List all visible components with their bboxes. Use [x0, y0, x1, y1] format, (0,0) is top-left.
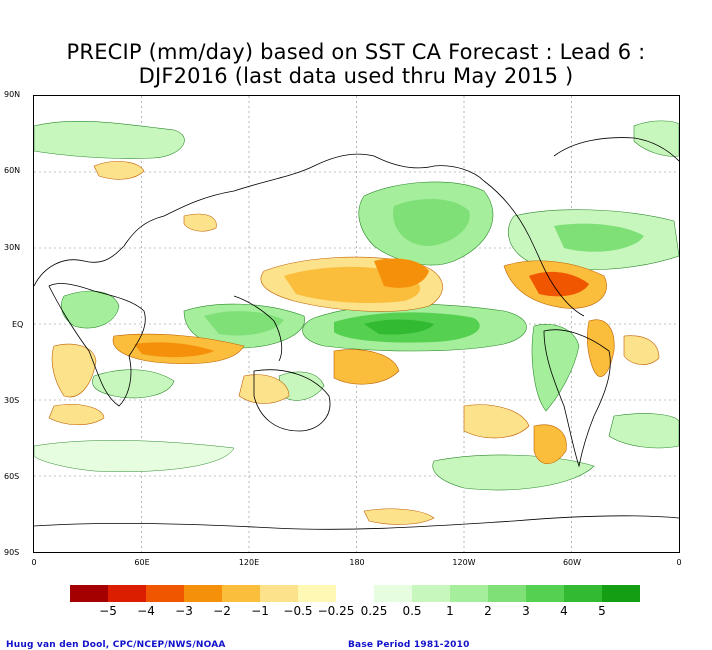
legend-swatch [564, 585, 602, 602]
coastlines [34, 137, 679, 530]
legend-label: 4 [560, 604, 568, 618]
legend-label: 0.5 [402, 604, 422, 618]
lon-label-60w: 60W [562, 558, 582, 567]
legend-label: 1 [446, 604, 454, 618]
legend-label: −4 [137, 604, 155, 618]
legend-swatch [298, 585, 336, 602]
map-title-line2: DJF2016 (last data used thru May 2015 ) [138, 64, 574, 88]
legend-swatch [450, 585, 488, 602]
wet-anomaly-regions [34, 120, 679, 491]
lat-label-90n: 90N [4, 90, 21, 99]
legend-label: 3 [522, 604, 530, 618]
legend-swatch [602, 585, 640, 602]
legend-label: 0.25 [360, 604, 388, 618]
legend-label: −5 [99, 604, 117, 618]
legend-swatch [70, 585, 108, 602]
legend-swatch [488, 585, 526, 602]
lat-label-90s: 90S [4, 548, 20, 557]
legend-swatch [374, 585, 412, 602]
legend-swatch [108, 585, 146, 602]
map-title-line1: PRECIP (mm/day) based on SST CA Forecast… [66, 40, 646, 64]
legend-swatch [146, 585, 184, 602]
lon-label-120e: 120E [238, 558, 260, 567]
legend-label: −3 [175, 604, 193, 618]
legend-label: 2 [484, 604, 492, 618]
legend-label: −2 [213, 604, 231, 618]
legend-swatch [222, 585, 260, 602]
legend-swatch [412, 585, 450, 602]
lat-label-eq: EQ [12, 320, 24, 329]
lon-label-0-east: 0 [676, 558, 682, 567]
color-legend [70, 585, 640, 602]
base-period-note: Base Period 1981-2010 [348, 640, 470, 650]
precip-map [33, 95, 680, 553]
legend-label: −0.25 [317, 604, 355, 618]
lon-label-120w: 120W [452, 558, 476, 567]
legend-label: −0.5 [283, 604, 313, 618]
dry-anomaly-regions [48, 161, 660, 525]
lat-label-30n: 30N [4, 243, 21, 252]
lat-label-60n: 60N [4, 166, 21, 175]
lon-label-0: 0 [31, 558, 37, 567]
legend-swatch [260, 585, 298, 602]
legend-label: 5 [598, 604, 606, 618]
legend-swatch [526, 585, 564, 602]
legend-swatch [336, 585, 374, 602]
lon-label-60e: 60E [134, 558, 150, 567]
precip-map-canvas [34, 96, 679, 552]
lat-label-60s: 60S [4, 472, 20, 481]
author-credit: Huug van den Dool, CPC/NCEP/NWS/NOAA [6, 640, 226, 650]
lat-label-30s: 30S [4, 396, 20, 405]
lon-label-180: 180 [349, 558, 365, 567]
legend-swatch [184, 585, 222, 602]
legend-label: −1 [251, 604, 269, 618]
